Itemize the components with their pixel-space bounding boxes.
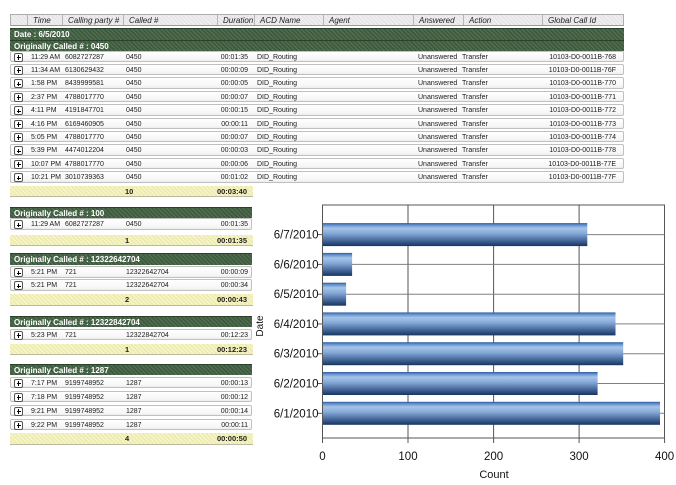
- svg-text:Date: Date: [255, 315, 266, 337]
- svg-text:6/4/2010: 6/4/2010: [274, 319, 319, 331]
- svg-text:6/2/2010: 6/2/2010: [274, 379, 319, 391]
- svg-text:0: 0: [319, 451, 325, 463]
- svg-text:6/3/2010: 6/3/2010: [274, 349, 319, 361]
- svg-text:6/1/2010: 6/1/2010: [274, 408, 319, 420]
- svg-text:100: 100: [398, 451, 417, 463]
- svg-text:400: 400: [655, 451, 674, 463]
- svg-text:300: 300: [570, 451, 589, 463]
- svg-text:6/5/2010: 6/5/2010: [274, 289, 319, 301]
- svg-text:6/6/2010: 6/6/2010: [274, 259, 319, 271]
- svg-text:Count: Count: [479, 469, 508, 481]
- svg-text:6/7/2010: 6/7/2010: [274, 230, 319, 242]
- svg-text:200: 200: [484, 451, 503, 463]
